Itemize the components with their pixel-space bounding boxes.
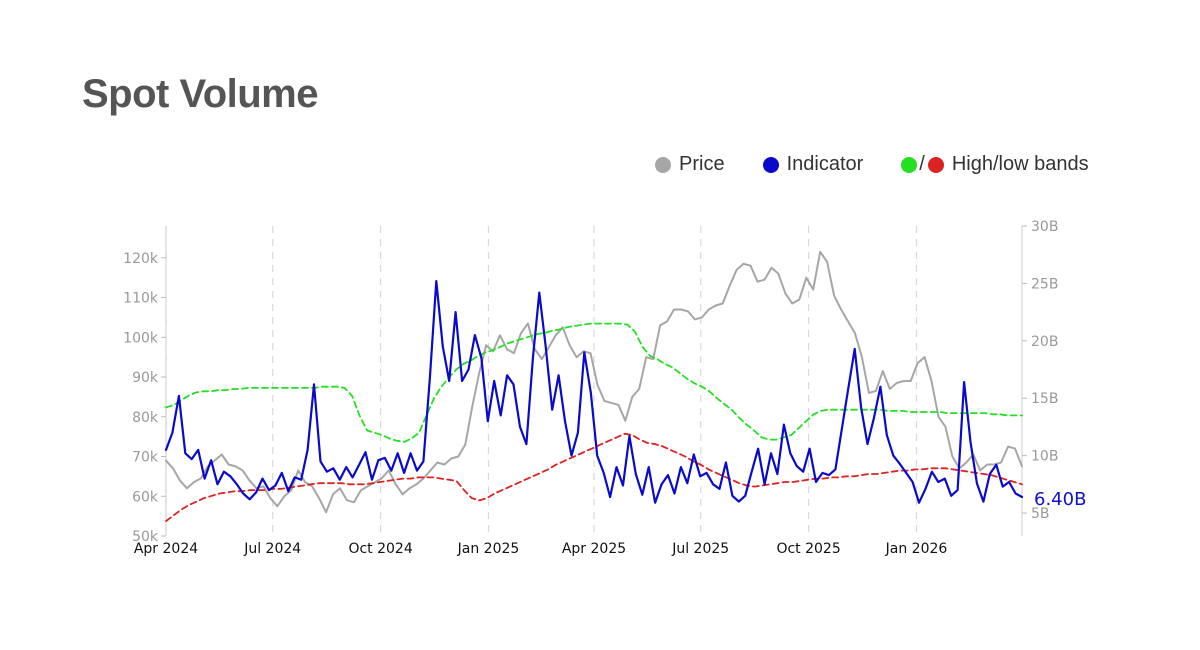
y-right-tick-label: 20B [1031,334,1058,350]
y-right-tick-label: 25B [1031,276,1058,292]
series-line-indicator [164,280,1024,504]
series-line-high-band [165,322,1023,443]
x-tick-label: Apr 2024 [134,541,198,557]
x-tick-label: Oct 2025 [776,541,840,557]
x-tick-label: Jul 2025 [671,541,729,557]
x-tick-label: Jul 2024 [243,541,301,557]
x-tick-label: Oct 2024 [348,541,412,557]
y-right-tick-label: 10B [1031,449,1058,465]
y-left-tick-label: 80k [132,410,159,426]
y-left-tick-label: 120k [123,251,159,267]
legend-label-bands: High/low bands [951,153,1089,175]
y-left-tick-label: 50k [132,529,159,545]
legend-dot-low-band [927,156,944,173]
legend-separator: / [919,153,925,175]
y-right-tick-label: 15B [1031,391,1058,407]
legend-label-indicator: Indicator [786,153,864,175]
y-left-tick-label: 100k [123,330,159,346]
y-left-tick-label: 70k [132,450,159,466]
y-left-tick-label: 90k [132,370,159,386]
chart-labels: Apr 2024 Jul 2024 Oct 2024 Jan 2025 Apr 2025… [123,219,1086,557]
y-left-tick-label: 110k [123,291,159,307]
legend-item-bands[interactable]: / High/low bands [901,153,1089,176]
y-right-tick-label: 30B [1031,219,1058,235]
indicator-last-value-label: 6.40B [1034,489,1086,510]
x-tick-label: Jan 2026 [885,541,948,557]
legend-dot-indicator [762,156,779,173]
legend-label-price: Price [679,153,725,175]
series-line-low-band [165,432,1023,522]
x-tick-label: Apr 2025 [562,541,626,557]
y-right-tick-label: 5B [1031,506,1050,522]
legend-dot-high-band [901,156,918,173]
y-left-tick-label: 60k [132,489,159,505]
page-title: Spot Volume [82,72,318,116]
legend-dot-price [655,156,671,173]
legend-item-price[interactable]: Price [655,153,725,176]
chart-series [164,250,1024,522]
legend-item-indicator[interactable]: Indicator [762,153,864,176]
chart-legend: Price Indicator / High/low bands [655,153,1089,176]
x-tick-label: Jan 2025 [457,541,520,557]
